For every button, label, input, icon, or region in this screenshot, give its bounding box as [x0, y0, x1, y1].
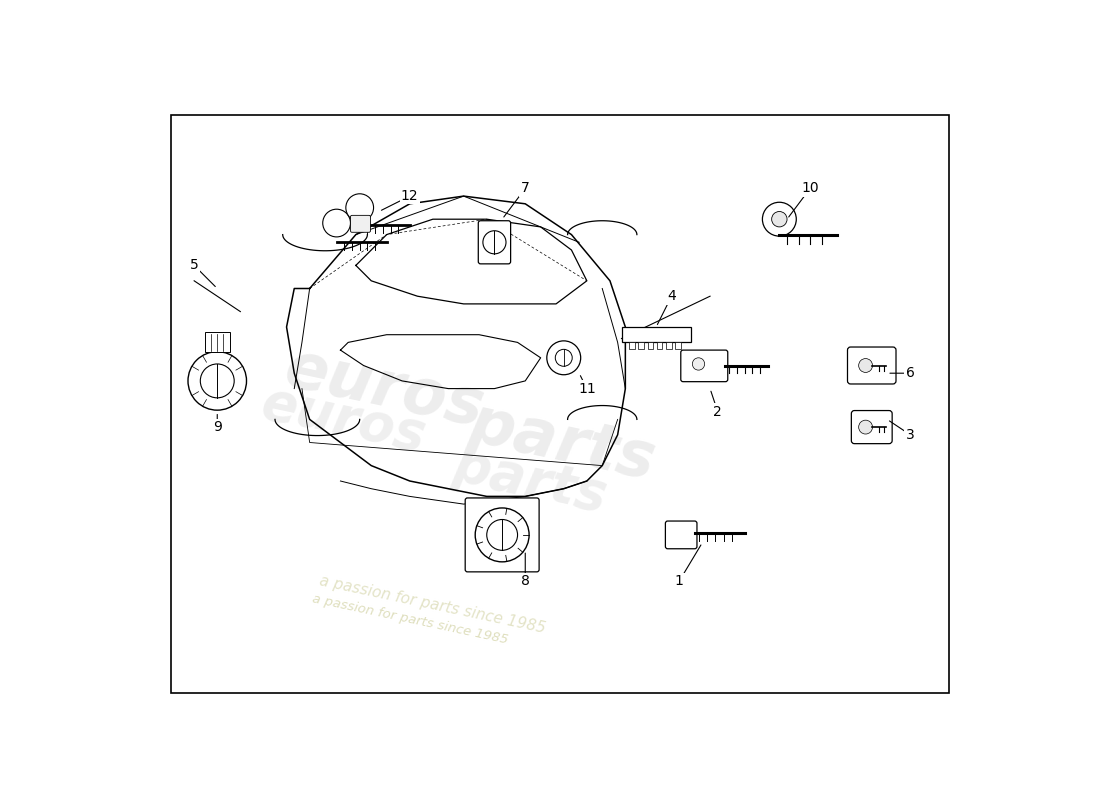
Text: euros: euros	[255, 377, 430, 462]
Text: parts: parts	[449, 439, 612, 522]
Text: 7: 7	[521, 182, 529, 195]
Text: euros: euros	[279, 338, 490, 440]
Circle shape	[692, 358, 705, 370]
Circle shape	[483, 230, 506, 254]
Text: 6: 6	[905, 366, 915, 380]
Bar	[675, 342, 681, 349]
Text: a passion for parts since 1985: a passion for parts since 1985	[310, 593, 509, 646]
FancyBboxPatch shape	[478, 221, 510, 264]
Circle shape	[859, 358, 872, 373]
Bar	[638, 342, 644, 349]
FancyBboxPatch shape	[205, 332, 230, 353]
FancyBboxPatch shape	[465, 498, 539, 572]
Text: 11: 11	[578, 382, 596, 395]
Circle shape	[771, 211, 786, 227]
Circle shape	[556, 350, 572, 366]
Bar	[667, 342, 671, 349]
Text: 9: 9	[212, 420, 222, 434]
FancyBboxPatch shape	[847, 347, 896, 384]
Text: 2: 2	[714, 405, 722, 418]
FancyBboxPatch shape	[681, 350, 728, 382]
Text: 12: 12	[400, 189, 419, 203]
Bar	[621, 327, 691, 342]
Circle shape	[475, 508, 529, 562]
Circle shape	[200, 364, 234, 398]
Text: 5: 5	[190, 258, 198, 272]
Bar	[657, 342, 662, 349]
Bar	[648, 342, 653, 349]
Circle shape	[188, 352, 246, 410]
Text: 1: 1	[674, 574, 684, 588]
Circle shape	[486, 519, 517, 550]
FancyBboxPatch shape	[351, 215, 371, 232]
Text: 4: 4	[668, 289, 675, 303]
Text: 8: 8	[520, 574, 530, 588]
Circle shape	[859, 420, 872, 434]
Circle shape	[547, 341, 581, 374]
Bar	[629, 342, 635, 349]
Text: 10: 10	[801, 182, 820, 195]
FancyBboxPatch shape	[851, 410, 892, 444]
Circle shape	[345, 194, 374, 222]
FancyBboxPatch shape	[666, 521, 697, 549]
Text: 3: 3	[906, 428, 914, 442]
Circle shape	[762, 202, 796, 236]
Text: a passion for parts since 1985: a passion for parts since 1985	[318, 573, 548, 635]
Circle shape	[322, 209, 351, 237]
Text: parts: parts	[464, 393, 661, 493]
